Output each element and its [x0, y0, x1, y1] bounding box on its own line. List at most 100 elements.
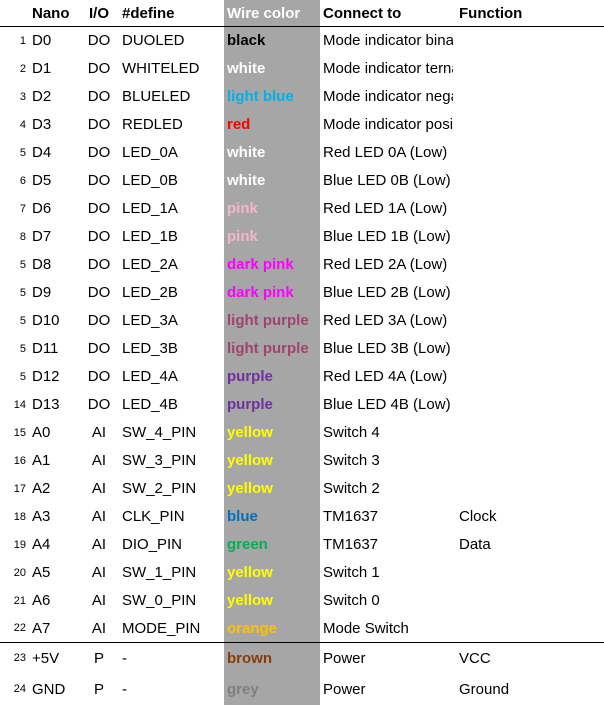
- function: [453, 223, 604, 251]
- wire-color: white: [224, 54, 320, 83]
- function: [453, 447, 604, 475]
- nano-pin: D7: [32, 228, 52, 245]
- connect-to: Blue LED 0B (Low): [323, 172, 451, 189]
- function: [453, 363, 604, 391]
- row-index: 18: [13, 510, 26, 523]
- row-index: 6: [19, 174, 26, 187]
- define-name: MODE_PIN: [122, 619, 201, 637]
- io-type: DO: [87, 396, 111, 413]
- row-index: 19: [13, 538, 26, 551]
- function: [453, 83, 604, 111]
- nano-pin: A6: [32, 592, 51, 609]
- row-index: 3: [19, 90, 26, 103]
- define-name: -: [122, 680, 127, 698]
- io-type: AI: [91, 424, 107, 441]
- table-row: 5 D9 DO LED_2B dark pink Blue LED 2B (Low): [0, 278, 604, 307]
- define-header: #define: [119, 0, 224, 27]
- nano-pin: D6: [32, 200, 52, 217]
- nano-pin: D4: [32, 144, 52, 161]
- define-name: LED_3A: [122, 312, 178, 329]
- function: [453, 587, 604, 615]
- connect-to: Switch 0: [323, 592, 380, 609]
- io-type: AI: [91, 619, 107, 637]
- connect-to: Switch 1: [323, 564, 380, 581]
- define-name: -: [119, 642, 224, 674]
- table-row: 1 D0 DO DUOLED black Mode indicator binair: [0, 26, 604, 55]
- connect-to: Blue LED 3B (Low): [323, 340, 451, 357]
- table-row: 16 A1 AI SW_3_PIN yellow Switch 3: [0, 446, 604, 475]
- io-header: I/O: [79, 0, 119, 27]
- header-row: Nano I/O #define Wire color Connect to F…: [0, 0, 604, 27]
- connect-to: Blue LED 2B (Low): [323, 284, 451, 301]
- io-type: DO: [87, 88, 111, 105]
- io-type: AI: [91, 592, 107, 609]
- wire-color: yellow: [224, 586, 320, 615]
- function: Data: [459, 536, 491, 553]
- function: [453, 307, 604, 335]
- wire-color: dark pink: [224, 250, 320, 279]
- nano-pin: D2: [32, 88, 52, 105]
- wire-color: purple: [224, 390, 320, 419]
- function: [453, 419, 604, 447]
- wire-color: light blue: [224, 82, 320, 111]
- table-row: 7 D6 DO LED_1A pink Red LED 1A (Low): [0, 194, 604, 223]
- wire-color: brown: [224, 642, 320, 674]
- io-type: DO: [87, 256, 111, 273]
- nano-pin: D8: [32, 256, 52, 273]
- connect-to: Blue LED 4B (Low): [323, 396, 451, 413]
- row-index: 15: [13, 426, 26, 439]
- pinout-rows: 1 D0 DO DUOLED black Mode indicator binair 2 D1…: [0, 26, 604, 705]
- io-type: AI: [91, 452, 107, 469]
- io-type: DO: [87, 144, 111, 161]
- nano-pin: A0: [32, 424, 51, 441]
- function: [453, 55, 604, 83]
- wire-color: purple: [224, 362, 320, 391]
- row-index: 2: [19, 62, 26, 75]
- table-row: 5 D8 DO LED_2A dark pink Red LED 2A (Low): [0, 250, 604, 279]
- nano-pin: D13: [32, 396, 60, 413]
- nano-pin: D12: [32, 368, 60, 385]
- nano-pin: A3: [32, 508, 51, 525]
- row-index: 21: [13, 594, 26, 607]
- io-type: DO: [87, 284, 111, 301]
- define-name: LED_4A: [122, 368, 178, 385]
- wire-color: grey: [224, 673, 320, 705]
- nano-pin: A2: [32, 480, 51, 497]
- table-row: 5 D10 DO LED_3A light purple Red LED 3A (Low): [0, 306, 604, 335]
- io-type: P: [79, 642, 119, 674]
- wire-color: dark pink: [224, 278, 320, 307]
- io-type: AI: [91, 564, 107, 581]
- row-index: 5: [19, 258, 26, 271]
- connect-to: Switch 2: [323, 480, 380, 497]
- wire-color: green: [224, 530, 320, 559]
- define-name: SW_3_PIN: [122, 452, 197, 469]
- connect-to: Switch 3: [323, 452, 380, 469]
- nano-pin: A7: [32, 619, 51, 637]
- define-name: DIO_PIN: [122, 536, 183, 553]
- nano-pin: D5: [32, 172, 52, 189]
- define-name: LED_0B: [122, 172, 178, 189]
- connect-to: Mode indicator negative values: [323, 88, 453, 105]
- table-row: 17 A2 AI SW_2_PIN yellow Switch 2: [0, 474, 604, 503]
- define-name: CLK_PIN: [122, 508, 185, 525]
- function: [453, 615, 604, 643]
- connect-to: Red LED 1A (Low): [323, 200, 448, 217]
- define-name: WHITELED: [122, 60, 200, 77]
- io-type: DO: [87, 340, 111, 357]
- wire-color: yellow: [224, 446, 320, 475]
- table-row: 8 D7 DO LED_1B pink Blue LED 1B (Low): [0, 222, 604, 251]
- define-name: LED_1B: [122, 228, 178, 245]
- function: [453, 559, 604, 587]
- wire-color: white: [224, 166, 320, 195]
- table-row: 5 D12 DO LED_4A purple Red LED 4A (Low): [0, 362, 604, 391]
- function: Clock: [459, 508, 497, 525]
- table-row: 5 D4 DO LED_0A white Red LED 0A (Low): [0, 138, 604, 167]
- row-index: 5: [19, 146, 26, 159]
- table-row: 6 D5 DO LED_0B white Blue LED 0B (Low): [0, 166, 604, 195]
- io-type: DO: [87, 60, 111, 77]
- define-name: LED_2B: [122, 284, 178, 301]
- io-type: DO: [87, 368, 111, 385]
